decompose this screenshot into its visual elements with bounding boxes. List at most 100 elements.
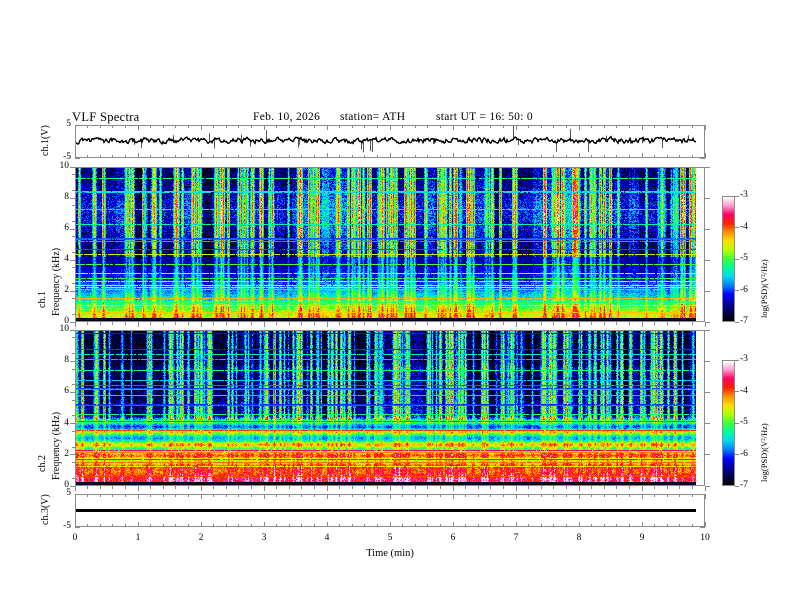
x-tick-minor bbox=[87, 486, 89, 489]
freq-tick bbox=[705, 391, 710, 393]
freq-tick bbox=[705, 423, 710, 425]
x-tick-minor bbox=[376, 155, 378, 158]
x-tick-major bbox=[137, 153, 139, 158]
freq-tick bbox=[705, 259, 710, 261]
ch1-volt-axis-title: ch.1(V) bbox=[40, 125, 51, 156]
x-tick-minor bbox=[351, 155, 353, 158]
x-tick-minor bbox=[112, 155, 114, 158]
x-tick-minor bbox=[175, 486, 177, 489]
freq-tick bbox=[705, 197, 710, 199]
x-tick-minor bbox=[301, 524, 303, 527]
x-tick-minor bbox=[528, 494, 530, 497]
x-tick-minor bbox=[477, 494, 479, 497]
x-tick-minor bbox=[225, 494, 227, 497]
x-tick-minor bbox=[376, 486, 378, 489]
x-tick-minor bbox=[288, 155, 290, 158]
x-tick-label: 3 bbox=[261, 533, 267, 543]
x-tick-major bbox=[137, 322, 139, 327]
x-tick-minor bbox=[288, 125, 290, 128]
colorbar-tick bbox=[735, 359, 739, 361]
colorbar-tick bbox=[735, 258, 739, 260]
freq-tick bbox=[70, 290, 75, 292]
x-tick-major bbox=[263, 153, 265, 158]
freq-tick-minor bbox=[72, 399, 75, 401]
x-tick-minor bbox=[465, 155, 467, 158]
ch2-spec-panel bbox=[75, 330, 705, 486]
figure-title: VLF Spectra bbox=[72, 110, 140, 124]
x-tick-minor bbox=[124, 125, 126, 128]
x-tick-minor bbox=[591, 494, 593, 497]
x-tick-minor bbox=[528, 155, 530, 158]
x-tick-minor bbox=[616, 125, 618, 128]
x-tick-minor bbox=[376, 322, 378, 325]
x-tick-minor bbox=[439, 322, 441, 325]
freq-tick bbox=[705, 166, 710, 168]
x-tick-minor bbox=[112, 125, 114, 128]
x-tick-minor bbox=[427, 486, 429, 489]
ch2-spec-colorbar-label: log(PSD)(V²/Hz) bbox=[759, 423, 769, 482]
x-tick-minor bbox=[364, 322, 366, 325]
x-tick-minor bbox=[162, 125, 164, 128]
colorbar-tick bbox=[735, 321, 739, 323]
x-tick-minor bbox=[654, 125, 656, 128]
freq-tick bbox=[70, 166, 75, 168]
freq-tick-label: 0 bbox=[64, 480, 69, 490]
x-tick-minor bbox=[490, 155, 492, 158]
x-tick-minor bbox=[313, 494, 315, 497]
freq-tick-minor bbox=[72, 477, 75, 479]
freq-tick bbox=[70, 423, 75, 425]
x-tick-minor bbox=[175, 524, 177, 527]
x-tick-minor bbox=[679, 322, 681, 325]
ch1-spec-freq-axis-title: Frequency (kHz) bbox=[51, 247, 62, 316]
x-tick-minor bbox=[187, 125, 189, 128]
x-tick-minor bbox=[175, 494, 177, 497]
x-tick-minor bbox=[427, 322, 429, 325]
freq-tick-minor bbox=[72, 352, 75, 354]
freq-tick-minor bbox=[72, 462, 75, 464]
x-tick-minor bbox=[162, 486, 164, 489]
x-tick-minor bbox=[679, 494, 681, 497]
x-tick-minor bbox=[502, 524, 504, 527]
x-tick-major bbox=[200, 125, 202, 130]
x-tick-minor bbox=[465, 125, 467, 128]
x-tick-minor bbox=[402, 524, 404, 527]
x-tick-minor bbox=[87, 125, 89, 128]
freq-tick bbox=[70, 259, 75, 261]
x-tick-minor bbox=[250, 155, 252, 158]
x-tick-label: 6 bbox=[450, 533, 456, 543]
x-tick-minor bbox=[87, 155, 89, 158]
freq-tick-label: 8 bbox=[64, 355, 69, 366]
x-tick-minor bbox=[565, 486, 567, 489]
x-tick-major bbox=[326, 153, 328, 158]
ch3-volt-tick bbox=[700, 526, 705, 528]
x-tick-minor bbox=[99, 494, 101, 497]
freq-tick-minor bbox=[72, 337, 75, 339]
x-tick-minor bbox=[465, 322, 467, 325]
x-tick-minor bbox=[679, 125, 681, 128]
x-tick-minor bbox=[187, 494, 189, 497]
x-tick-major bbox=[263, 494, 265, 499]
x-tick-minor bbox=[553, 125, 555, 128]
ch3-volt-tick-label: -5 bbox=[63, 521, 71, 531]
x-tick-major bbox=[452, 522, 454, 527]
x-tick-minor bbox=[351, 494, 353, 497]
x-tick-minor bbox=[414, 524, 416, 527]
freq-tick-minor bbox=[72, 205, 75, 207]
ch3-volt-tick-label: 5 bbox=[66, 488, 71, 498]
x-tick-minor bbox=[250, 486, 252, 489]
x-tick-label: 1 bbox=[135, 533, 141, 543]
x-tick-minor bbox=[616, 486, 618, 489]
x-tick-minor bbox=[691, 486, 693, 489]
freq-tick-label: 6 bbox=[64, 223, 69, 233]
x-tick-minor bbox=[402, 125, 404, 128]
x-tick-minor bbox=[162, 524, 164, 527]
x-tick-minor bbox=[679, 524, 681, 527]
x-tick-minor bbox=[250, 322, 252, 325]
x-tick-minor bbox=[490, 524, 492, 527]
x-tick-minor bbox=[477, 155, 479, 158]
x-tick-major bbox=[452, 322, 454, 327]
x-tick-major bbox=[389, 322, 391, 327]
x-tick-label: 7 bbox=[513, 533, 519, 543]
x-tick-minor bbox=[603, 494, 605, 497]
x-tick-minor bbox=[628, 524, 630, 527]
